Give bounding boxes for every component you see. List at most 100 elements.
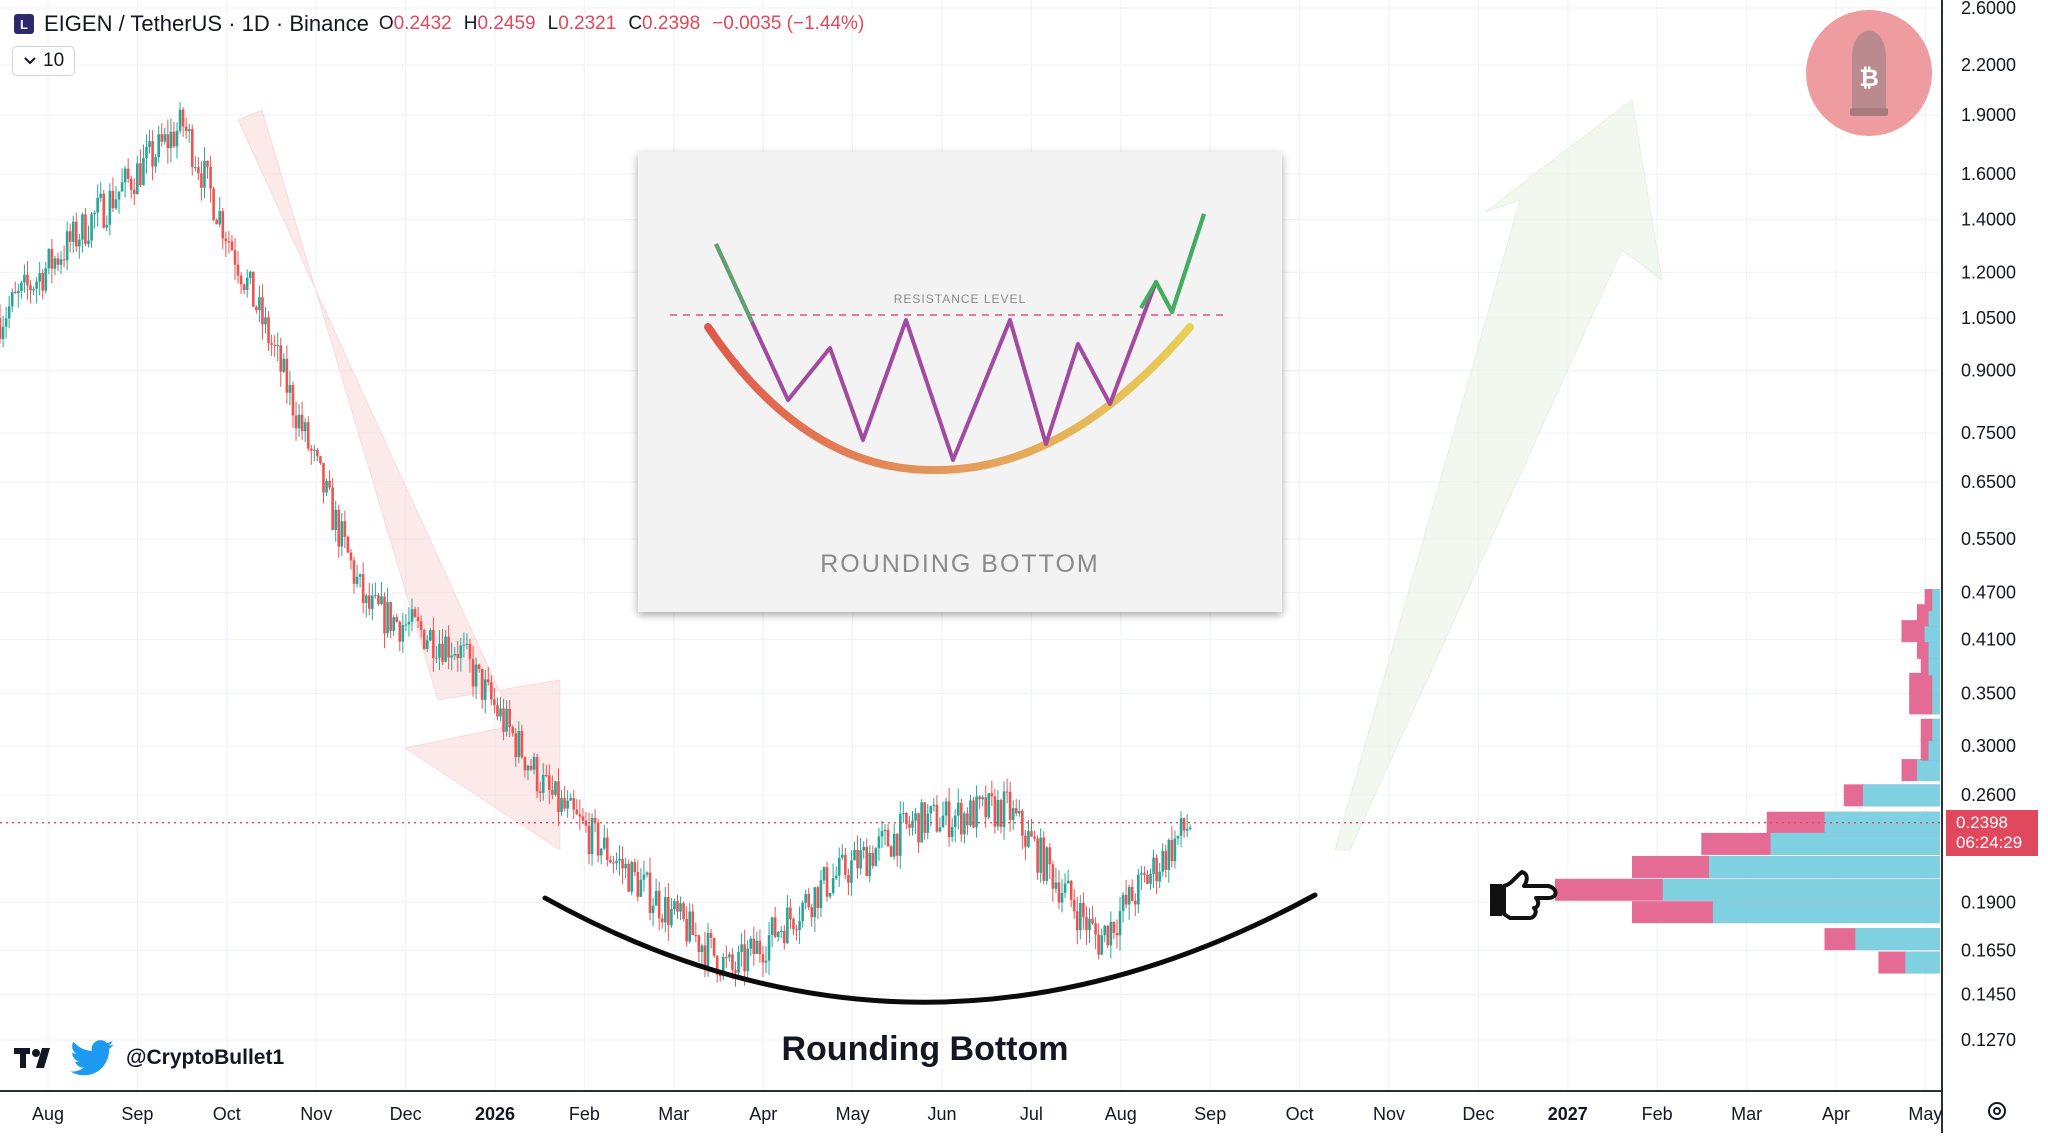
candle-body — [642, 874, 646, 880]
price-tick-label: 2.6000 — [1961, 0, 2016, 18]
time-axis[interactable]: Aug Sep Oct Nov Dec 2026 Feb Mar Apr May Jun Jul Aug… — [32, 1104, 1942, 1124]
price-tick-label: 0.1450 — [1961, 985, 2016, 1005]
scale-settings-icon[interactable] — [1986, 1100, 2008, 1122]
price-tick-label: 0.1270 — [1961, 1030, 2016, 1050]
candle-body — [377, 595, 380, 605]
candle-body — [1130, 886, 1134, 901]
candle-body — [1021, 810, 1024, 836]
candle-body — [483, 679, 487, 700]
candle-body — [554, 781, 557, 795]
candle-body — [557, 781, 560, 813]
author-handle: @CryptoBullet1 — [126, 1046, 285, 1069]
candle-body — [117, 191, 121, 200]
candle-body — [627, 863, 630, 892]
candle-body — [172, 131, 176, 147]
candle-body — [612, 862, 615, 864]
candle-body — [453, 654, 457, 656]
candlestick-series — [0, 102, 1192, 987]
candle-body — [123, 168, 127, 183]
candle-body — [700, 945, 704, 952]
candle-body — [889, 846, 893, 857]
candle-body — [398, 621, 402, 642]
candle-body — [1161, 850, 1165, 872]
candle-body — [380, 596, 383, 605]
candle-body — [322, 463, 325, 493]
candle-body — [685, 918, 688, 942]
time-tick-label: Apr — [749, 1104, 777, 1124]
candle-body — [856, 849, 859, 869]
candle-body — [120, 182, 124, 192]
candle-body — [337, 509, 341, 547]
candle-body — [1005, 791, 1009, 793]
inset-zigzag-start — [714, 243, 754, 323]
candle-body — [737, 951, 740, 973]
candle-body — [801, 902, 804, 922]
candle-body — [136, 163, 139, 195]
candle-body — [181, 109, 185, 127]
candle-body — [660, 918, 664, 923]
candle-body — [273, 344, 276, 346]
candle-body — [721, 956, 725, 977]
candle-body — [1133, 900, 1137, 905]
candle-body — [1057, 882, 1061, 903]
candle-body — [706, 933, 710, 967]
candle-body — [285, 358, 289, 393]
candle-body — [197, 167, 200, 174]
candle-body — [1173, 838, 1177, 862]
candle-body — [178, 109, 182, 131]
candle-body — [401, 624, 405, 642]
candle-body — [880, 830, 884, 837]
candle-body — [847, 874, 850, 883]
indicator-toggle-button[interactable]: 10 — [12, 46, 76, 76]
candle-body — [163, 134, 167, 142]
candle-body — [435, 657, 438, 659]
candle-body — [621, 858, 624, 869]
candle-body — [731, 954, 734, 970]
candle-body — [261, 297, 264, 325]
indicator-count: 10 — [43, 50, 65, 71]
volume-profile-buy-bar — [1932, 672, 1940, 695]
candle-body — [239, 275, 243, 285]
candle-body — [548, 775, 551, 791]
ohlc-value: 0.2459 — [477, 13, 536, 34]
candle-body — [47, 249, 51, 269]
candle-body — [590, 817, 594, 855]
candle-body — [65, 231, 69, 261]
candle-body — [865, 846, 869, 877]
candle-body — [944, 801, 948, 816]
candle-body — [203, 160, 206, 188]
candle-body — [1082, 902, 1085, 917]
candle-body — [50, 249, 54, 269]
candle-body — [142, 157, 145, 186]
volume-profile-buy-bar — [1928, 636, 1940, 659]
candle-body — [1158, 871, 1161, 882]
time-tick-label: Oct — [213, 1104, 241, 1124]
candle-body — [386, 602, 389, 634]
candle-body — [535, 756, 539, 792]
candle-body — [227, 241, 231, 243]
ohlc-key: O — [378, 13, 394, 34]
candle-body — [1167, 839, 1171, 870]
candle-body — [926, 813, 930, 833]
volume-profile-buy-bar — [1932, 718, 1940, 741]
candle-body — [511, 727, 515, 734]
candle-body — [667, 897, 670, 926]
candle-body — [407, 621, 411, 625]
candle-body — [502, 708, 505, 732]
candle-body — [1137, 874, 1140, 905]
candle-body — [194, 167, 197, 169]
candle-body — [102, 193, 106, 228]
candle-body — [258, 297, 261, 311]
volume-profile-buy-bar — [1916, 759, 1940, 782]
candle-body — [291, 385, 295, 416]
price-axis[interactable]: 2.6000 2.2000 1.9000 1.6000 1.4000 1.2000 1.05… — [1961, 0, 2016, 1050]
symbol-label[interactable]: EIGEN / TetherUS · 1D · Binance — [44, 11, 369, 36]
candle-body — [105, 224, 109, 228]
time-tick-label: Sep — [121, 1104, 153, 1124]
candle-body — [13, 292, 17, 294]
time-tick-label: Aug — [32, 1104, 64, 1124]
candle-body — [1179, 818, 1183, 836]
price-tick-label: 1.6000 — [1961, 164, 2016, 184]
